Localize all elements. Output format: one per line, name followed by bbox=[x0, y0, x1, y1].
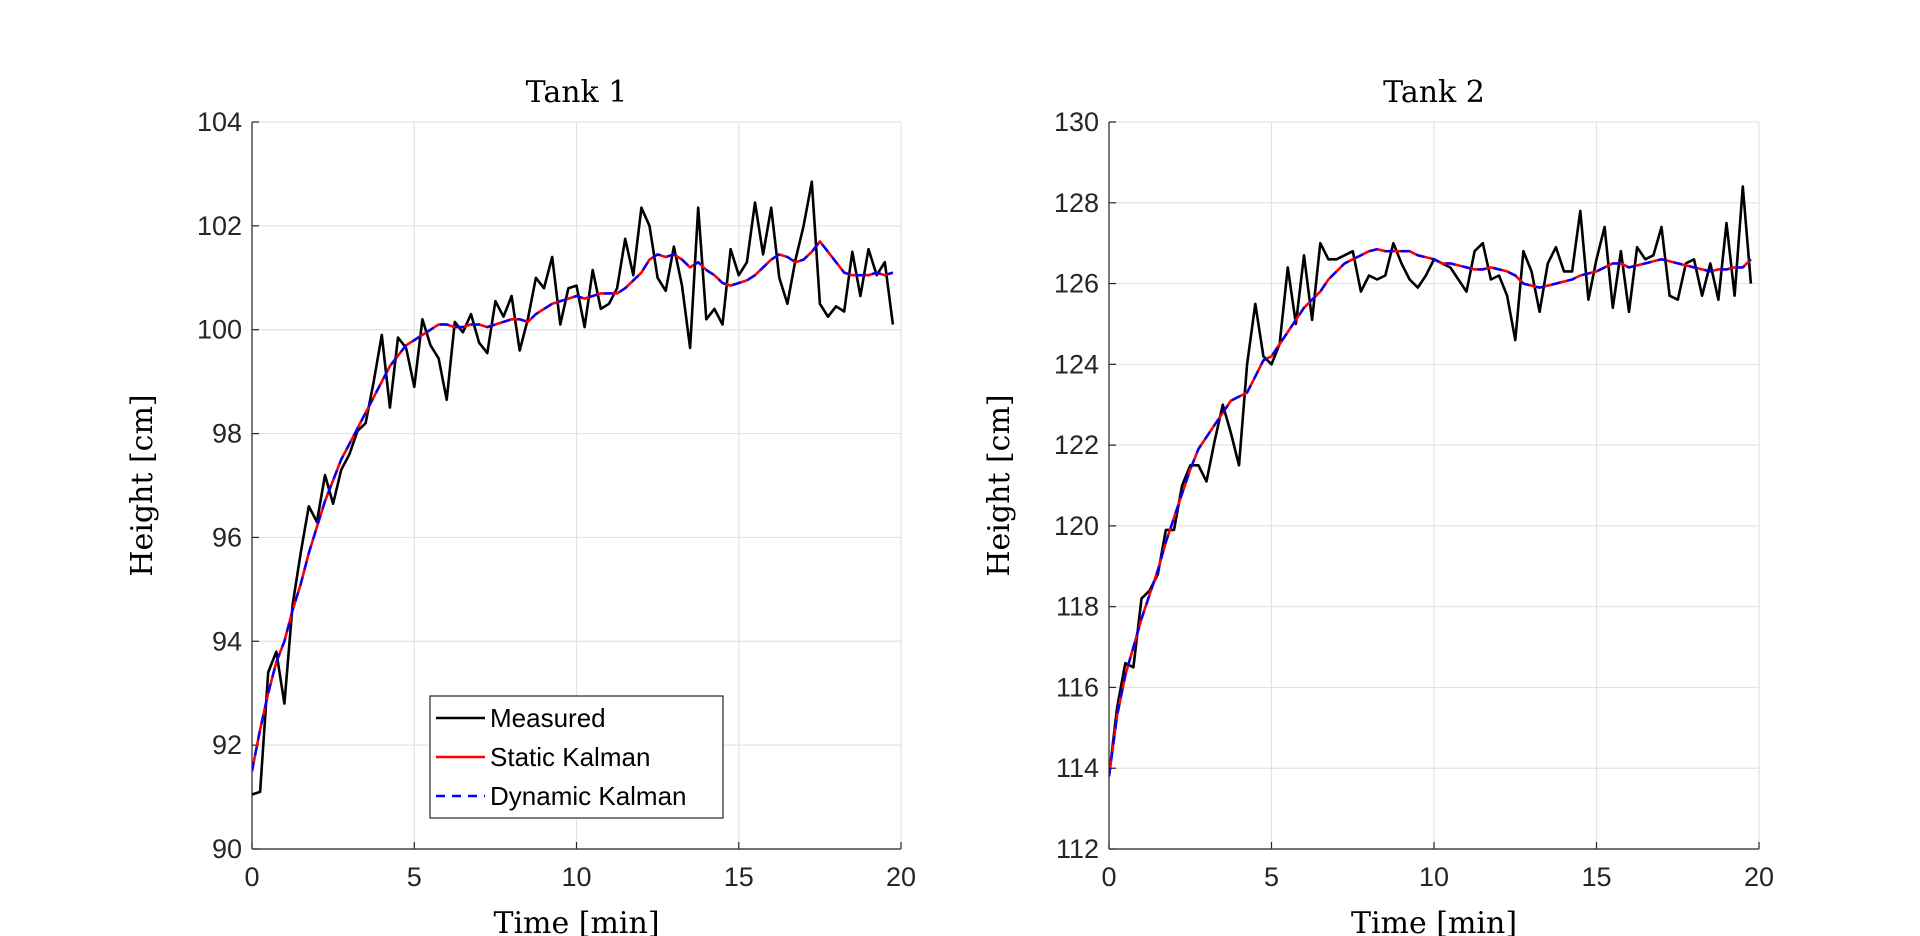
legend: Measured Static Kalman Dynamic Kalman bbox=[429, 695, 724, 819]
x-tick-label: 5 bbox=[1264, 862, 1279, 892]
y-tick-label: 124 bbox=[1054, 349, 1099, 379]
y-tick-label: 118 bbox=[1056, 592, 1099, 622]
tank-2-series-static-kalman bbox=[1109, 247, 1752, 777]
y-tick-label: 114 bbox=[1056, 753, 1099, 783]
x-tick-label: 10 bbox=[561, 862, 591, 892]
y-tick-label: 120 bbox=[1054, 511, 1099, 541]
legend-entry: Static Kalman bbox=[490, 742, 650, 772]
y-tick-label: 122 bbox=[1054, 430, 1099, 460]
y-tick-label: 128 bbox=[1054, 188, 1099, 218]
tank-2-x-label: Time [min] bbox=[1351, 906, 1517, 936]
x-tick-label: 15 bbox=[1581, 862, 1611, 892]
tank-1-y-label: Height [cm] bbox=[125, 394, 160, 576]
tank-2-series-dynamic-kalman bbox=[1109, 247, 1752, 777]
x-tick-label: 10 bbox=[1419, 862, 1449, 892]
y-tick-label: 126 bbox=[1054, 269, 1099, 299]
y-tick-label: 90 bbox=[212, 834, 242, 864]
y-tick-label: 102 bbox=[197, 211, 242, 241]
y-tick-label: 130 bbox=[1054, 107, 1099, 137]
y-tick-label: 98 bbox=[212, 419, 242, 449]
tank-1-axes: 0 5 10 15 20 90 92 94 96 98 100 102 104 Tank 1 Time [m… bbox=[125, 75, 916, 936]
tank-2-y-label: Height [cm] bbox=[982, 394, 1017, 576]
legend-entry: Measured bbox=[490, 703, 606, 733]
x-tick-label: 15 bbox=[724, 862, 754, 892]
tank-1-series-static-kalman bbox=[252, 240, 894, 772]
legend-entry: Dynamic Kalman bbox=[490, 781, 687, 811]
y-tick-label: 92 bbox=[212, 730, 242, 760]
tank-1-series-dynamic-kalman bbox=[252, 240, 894, 772]
x-tick-label: 20 bbox=[886, 862, 916, 892]
tank-1-series-measured bbox=[252, 180, 895, 796]
tank-2-axes: 0 5 10 15 20 112 114 116 118 120 122 124 126 128 130 Ta… bbox=[982, 75, 1774, 936]
y-tick-label: 100 bbox=[197, 315, 242, 345]
tank-1-x-label: Time [min] bbox=[493, 906, 659, 936]
tank-1-title: Tank 1 bbox=[526, 75, 628, 110]
y-tick-label: 112 bbox=[1056, 834, 1099, 864]
y-tick-label: 94 bbox=[212, 626, 242, 656]
y-tick-label: 116 bbox=[1056, 672, 1099, 702]
tank-2-series-measured bbox=[1109, 185, 1753, 777]
x-tick-label: 5 bbox=[407, 862, 422, 892]
x-tick-label: 0 bbox=[244, 862, 259, 892]
tank-2-title: Tank 2 bbox=[1383, 75, 1485, 110]
x-tick-label: 0 bbox=[1101, 862, 1116, 892]
y-tick-label: 104 bbox=[197, 107, 242, 137]
y-tick-label: 96 bbox=[212, 522, 242, 552]
x-tick-label: 20 bbox=[1744, 862, 1774, 892]
